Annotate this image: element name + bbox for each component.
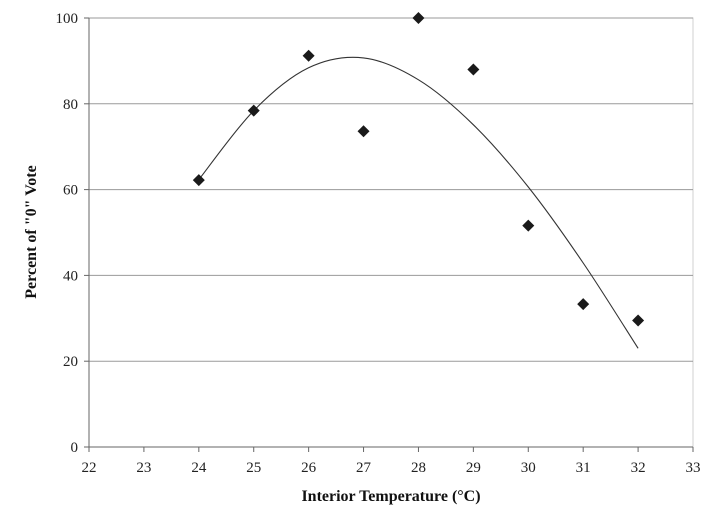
data-point-diamond [192, 174, 205, 187]
x-axis-label: Interior Temperature (°C) [301, 488, 480, 505]
gridlines [89, 17, 693, 362]
data-point-diamond [412, 12, 425, 24]
x-tick-label: 33 [686, 460, 701, 476]
trendline [198, 56, 639, 349]
x-tick-label: 30 [521, 460, 536, 476]
data-point-diamond [467, 63, 480, 76]
plot-area [88, 17, 694, 448]
x-tick-label: 28 [411, 460, 426, 476]
y-tick-label: 80 [63, 97, 78, 113]
data-points [192, 12, 645, 327]
y-tick-label: 20 [63, 354, 78, 370]
data-point-diamond [577, 298, 590, 311]
x-tick-label: 29 [466, 460, 481, 476]
y-tick-label: 100 [56, 11, 79, 27]
x-tick-label: 23 [136, 460, 151, 476]
data-point-diamond [302, 49, 315, 62]
tick-labels: 0 20 40 60 80 100 22 23 24 25 26 27 28 29 30 31 32 33 [56, 11, 701, 476]
y-axis-label: Percent of "0" Vote [23, 165, 40, 298]
y-tick-label: 60 [63, 183, 78, 199]
x-tick-label: 31 [576, 460, 591, 476]
x-tick-label: 32 [631, 460, 646, 476]
data-point-diamond [522, 219, 535, 232]
data-point-diamond [632, 314, 645, 327]
x-tick-label: 27 [356, 460, 372, 476]
data-point-diamond [247, 104, 260, 117]
x-tick-label: 26 [301, 460, 317, 476]
data-point-diamond [357, 125, 370, 138]
x-tick-label: 22 [82, 460, 97, 476]
y-tick-label: 40 [63, 268, 78, 284]
x-tick-label: 24 [191, 460, 207, 476]
x-tick-label: 25 [246, 460, 261, 476]
y-tick-label: 0 [71, 440, 79, 456]
